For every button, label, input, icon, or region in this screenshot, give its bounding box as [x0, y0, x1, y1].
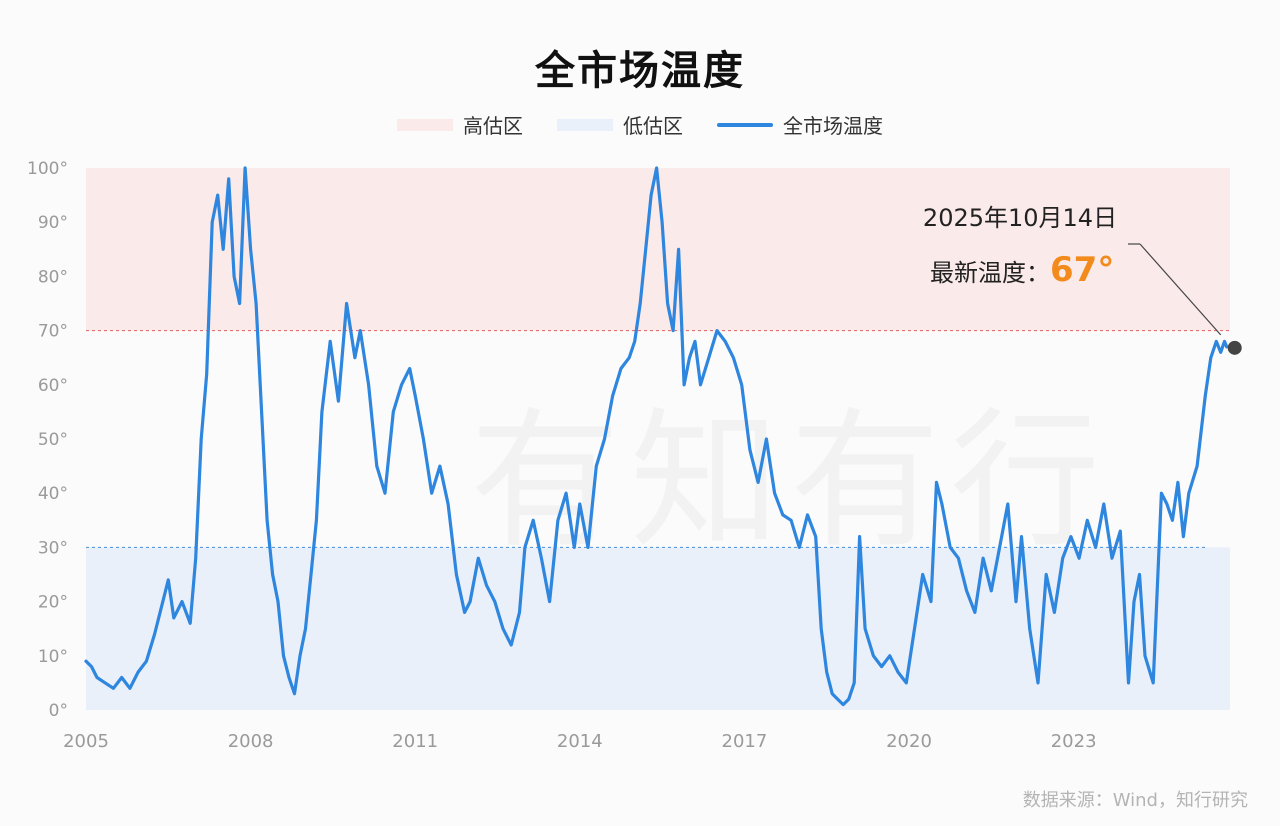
low-zone-swatch	[557, 118, 613, 131]
legend-item-line: 全市场温度	[717, 110, 883, 139]
x-tick-label: 2008	[228, 731, 274, 752]
y-tick-label: 40°	[38, 484, 68, 504]
y-tick-label: 80°	[38, 267, 68, 287]
y-tick-label: 20°	[38, 593, 68, 613]
y-tick-label: 50°	[38, 430, 68, 450]
legend-line-label: 全市场温度	[783, 114, 883, 138]
source-note: 数据来源：Wind，知行研究	[1022, 790, 1248, 811]
x-tick-label: 2017	[722, 731, 768, 752]
x-tick-label: 2014	[557, 731, 603, 752]
legend: 高估区 低估区 全市场温度	[0, 110, 1280, 139]
x-tick-label: 2011	[392, 731, 438, 752]
annotation-value: 67°	[1050, 250, 1115, 290]
y-tick-label: 70°	[38, 322, 68, 342]
annotation-leader-line	[1139, 243, 1222, 336]
y-tick-label: 30°	[38, 538, 68, 558]
annotation-label: 最新温度：	[930, 259, 1050, 287]
legend-item-low: 低估区	[557, 110, 683, 139]
x-tick-label: 2023	[1051, 731, 1097, 752]
x-tick-label: 2020	[886, 731, 932, 752]
legend-high-label: 高估区	[463, 114, 523, 138]
annotation-date: 2025年10月14日	[922, 204, 1118, 232]
y-tick-label: 90°	[38, 213, 68, 233]
legend-item-high: 高估区	[397, 110, 523, 139]
low-zone-band	[86, 547, 1230, 710]
y-tick-label: 10°	[38, 647, 68, 667]
annotation-value-row: 最新温度：67°	[930, 250, 1114, 290]
high-zone-swatch	[397, 118, 453, 131]
legend-low-label: 低估区	[623, 114, 683, 138]
x-tick-label: 2005	[63, 731, 109, 752]
y-tick-label: 0°	[49, 701, 68, 721]
y-tick-label: 100°	[27, 159, 68, 179]
chart-title: 全市场温度	[535, 48, 745, 94]
latest-point-marker	[1227, 340, 1242, 355]
line-swatch	[717, 122, 773, 127]
temperature-series-line	[84, 166, 1229, 707]
y-tick-label: 60°	[38, 376, 68, 396]
